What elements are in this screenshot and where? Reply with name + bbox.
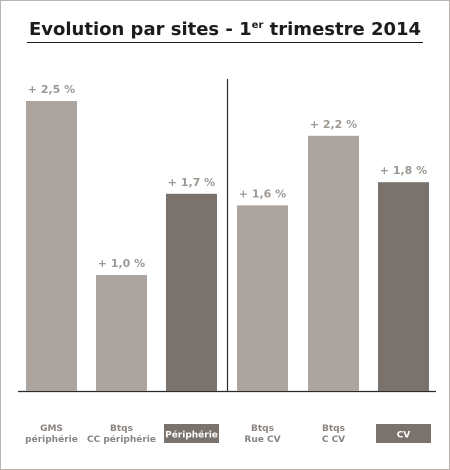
bar: [26, 101, 77, 391]
bar: [308, 135, 359, 391]
category-label: Périphérie: [165, 430, 218, 441]
category-label: Btqs C CV: [322, 424, 345, 445]
data-label: + 2,5 %: [28, 83, 75, 96]
data-label: + 1,0 %: [98, 257, 145, 270]
chart-title: Evolution par sites - 1er trimestre 2014: [0, 19, 450, 43]
data-label: + 1,7 %: [168, 176, 215, 189]
data-label: + 2,2 %: [310, 118, 357, 131]
category-label: GMS périphérie: [25, 424, 78, 445]
data-label: + 1,6 %: [239, 187, 286, 200]
category-label: CV: [397, 431, 411, 441]
category-badge: [376, 424, 431, 443]
bar: [237, 205, 288, 391]
bar: [96, 275, 147, 391]
category-badge: [164, 424, 219, 443]
bar: [166, 193, 217, 391]
category-label: Btqs Rue CV: [244, 424, 280, 445]
data-label: + 1,8 %: [380, 164, 427, 177]
category-label: Btqs CC périphérie: [87, 424, 156, 445]
bar: [378, 182, 429, 391]
